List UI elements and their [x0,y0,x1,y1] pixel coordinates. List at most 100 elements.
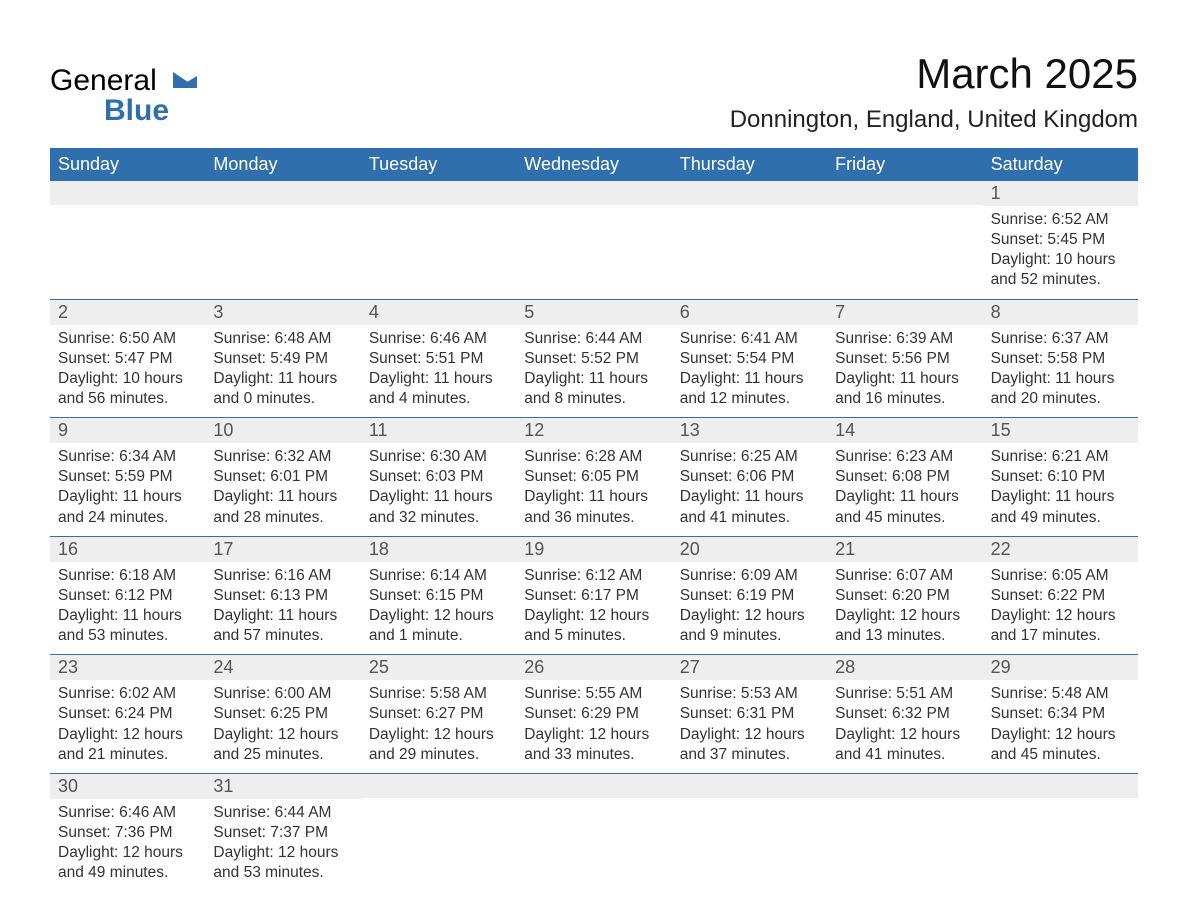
sunset-line: Sunset: 5:56 PM [835,349,974,369]
calendar-cell: 16 Sunrise: 6:18 AMSunset: 6:12 PMDayligh… [50,537,205,655]
weekday-tuesday: Tuesday [361,148,516,181]
day-number: 5 [516,300,671,325]
day-number: 16 [50,537,205,562]
calendar-cell: 5Sunrise: 6:44 AMSunset: 5:52 PMDaylight… [516,300,671,418]
day-body: Sunrise: 5:51 AMSunset: 6:32 PMDaylight:… [827,680,982,773]
daylight-line: Daylight: 11 hours and 4 minutes. [369,369,508,409]
sunrise-line: Sunrise: 6:12 AM [524,566,663,586]
sunset-line: Sunset: 6:01 PM [213,467,352,487]
day-body: Sunrise: 6:46 AMSunset: 5:51 PMDaylight:… [361,325,516,418]
day-body [50,205,205,283]
day-body: Sunrise: 5:55 AMSunset: 6:29 PMDaylight:… [516,680,671,773]
day-number: 24 [205,655,360,680]
sunrise-line: Sunrise: 6:32 AM [213,447,352,467]
day-number [983,774,1138,798]
day-number: 20 [672,537,827,562]
calendar-cell: 29Sunrise: 5:48 AMSunset: 6:34 PMDayligh… [983,655,1138,773]
daylight-line: Daylight: 12 hours and 13 minutes. [835,606,974,646]
location-text: Donnington, England, United Kingdom [730,106,1138,134]
day-number: 27 [672,655,827,680]
day-number: 17 [205,537,360,562]
day-number: 6 [672,300,827,325]
sunrise-line: Sunrise: 6:50 AM [58,329,197,349]
sunrise-line: Sunrise: 6:02 AM [58,684,197,704]
calendar-cell: 2Sunrise: 6:50 AMSunset: 5:47 PMDaylight… [50,300,205,418]
calendar-cell: 22Sunrise: 6:05 AMSunset: 6:22 PMDayligh… [983,537,1138,655]
sunset-line: Sunset: 6:25 PM [213,704,352,724]
day-number: 22 [983,537,1138,562]
day-body: Sunrise: 6:02 AMSunset: 6:24 PMDaylight:… [50,680,205,773]
calendar-cell-empty [516,181,671,299]
calendar-cell-empty [672,774,827,892]
day-number: 10 [205,418,360,443]
sunset-line: Sunset: 6:20 PM [835,586,974,606]
day-body: Sunrise: 6:39 AMSunset: 5:56 PMDaylight:… [827,325,982,418]
day-body: Sunrise: 6:50 AMSunset: 5:47 PMDaylight:… [50,325,205,418]
daylight-line: Daylight: 11 hours and 20 minutes. [991,369,1130,409]
daylight-line: Daylight: 11 hours and 16 minutes. [835,369,974,409]
sunrise-line: Sunrise: 6:28 AM [524,447,663,467]
sunset-line: Sunset: 5:49 PM [213,349,352,369]
day-body: Sunrise: 6:23 AMSunset: 6:08 PMDaylight:… [827,443,982,536]
sunrise-line: Sunrise: 5:48 AM [991,684,1130,704]
day-body: Sunrise: 6:46 AMSunset: 7:36 PMDaylight:… [50,799,205,892]
daylight-line: Daylight: 11 hours and 53 minutes. [58,606,197,646]
sunset-line: Sunset: 6:22 PM [991,586,1130,606]
weekday-monday: Monday [205,148,360,181]
sunrise-line: Sunrise: 6:46 AM [369,329,508,349]
day-number: 18 [361,537,516,562]
sunrise-line: Sunrise: 6:44 AM [524,329,663,349]
daylight-line: Daylight: 11 hours and 0 minutes. [213,369,352,409]
weekday-header-row: SundayMondayTuesdayWednesdayThursdayFrid… [50,148,1138,181]
day-body: Sunrise: 6:52 AMSunset: 5:45 PMDaylight:… [983,206,1138,299]
daylight-line: Daylight: 10 hours and 52 minutes. [991,250,1130,290]
day-number [827,774,982,798]
calendar-cell-empty [983,774,1138,892]
sunrise-line: Sunrise: 6:30 AM [369,447,508,467]
logo-text-blue: Blue [104,94,169,127]
daylight-line: Daylight: 12 hours and 25 minutes. [213,725,352,765]
day-number: 28 [827,655,982,680]
weekday-wednesday: Wednesday [516,148,671,181]
sunset-line: Sunset: 6:12 PM [58,586,197,606]
calendar-cell: 12Sunrise: 6:28 AMSunset: 6:05 PMDayligh… [516,418,671,536]
sunrise-line: Sunrise: 6:05 AM [991,566,1130,586]
calendar-cell: 10Sunrise: 6:32 AMSunset: 6:01 PMDayligh… [205,418,360,536]
day-number: 1 [983,181,1138,206]
calendar-cell: 8Sunrise: 6:37 AMSunset: 5:58 PMDaylight… [983,300,1138,418]
day-number [672,181,827,205]
calendar-cell: 20Sunrise: 6:09 AMSunset: 6:19 PMDayligh… [672,537,827,655]
daylight-line: Daylight: 12 hours and 21 minutes. [58,725,197,765]
sunrise-line: Sunrise: 6:21 AM [991,447,1130,467]
sunset-line: Sunset: 5:58 PM [991,349,1130,369]
day-body: Sunrise: 6:30 AMSunset: 6:03 PMDaylight:… [361,443,516,536]
calendar-week: 23Sunrise: 6:02 AMSunset: 6:24 PMDayligh… [50,654,1138,773]
day-body: Sunrise: 6:21 AMSunset: 6:10 PMDaylight:… [983,443,1138,536]
calendar-cell: 28Sunrise: 5:51 AMSunset: 6:32 PMDayligh… [827,655,982,773]
day-body: Sunrise: 6:32 AMSunset: 6:01 PMDaylight:… [205,443,360,536]
sunrise-line: Sunrise: 6:09 AM [680,566,819,586]
day-body: Sunrise: 6:00 AMSunset: 6:25 PMDaylight:… [205,680,360,773]
calendar-cell-empty [361,181,516,299]
calendar-cell: 23Sunrise: 6:02 AMSunset: 6:24 PMDayligh… [50,655,205,773]
sunrise-line: Sunrise: 6:39 AM [835,329,974,349]
day-number: 2 [50,300,205,325]
day-number: 31 [205,774,360,799]
calendar: SundayMondayTuesdayWednesdayThursdayFrid… [50,148,1138,891]
sunset-line: Sunset: 6:17 PM [524,586,663,606]
calendar-cell: 15Sunrise: 6:21 AMSunset: 6:10 PMDayligh… [983,418,1138,536]
calendar-cell: 11Sunrise: 6:30 AMSunset: 6:03 PMDayligh… [361,418,516,536]
sunset-line: Sunset: 5:45 PM [991,230,1130,250]
calendar-cell: 3Sunrise: 6:48 AMSunset: 5:49 PMDaylight… [205,300,360,418]
weekday-sunday: Sunday [50,148,205,181]
day-body [672,205,827,283]
daylight-line: Daylight: 11 hours and 57 minutes. [213,606,352,646]
day-body: Sunrise: 6:28 AMSunset: 6:05 PMDaylight:… [516,443,671,536]
daylight-line: Daylight: 11 hours and 45 minutes. [835,487,974,527]
day-number: 11 [361,418,516,443]
sunrise-line: Sunrise: 6:18 AM [58,566,197,586]
sunrise-line: Sunrise: 6:07 AM [835,566,974,586]
day-number: 4 [361,300,516,325]
day-number: 29 [983,655,1138,680]
daylight-line: Daylight: 12 hours and 45 minutes. [991,725,1130,765]
